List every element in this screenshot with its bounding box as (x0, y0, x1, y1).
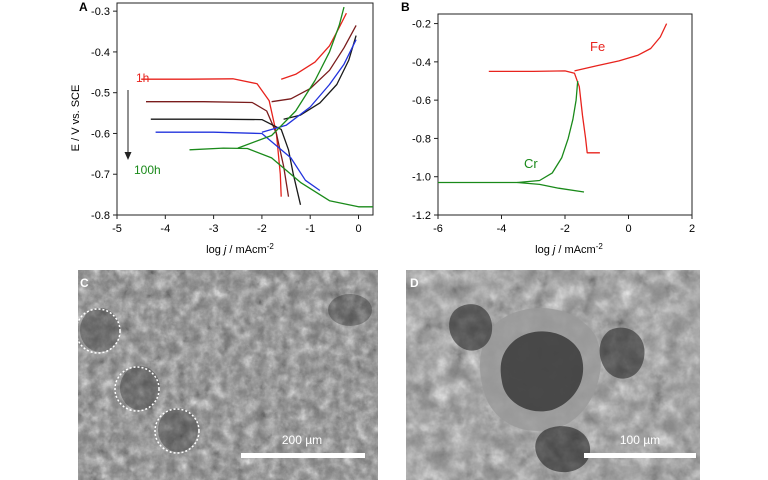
panel-a-series-line (283, 35, 357, 120)
pit-highlight-circle (75, 308, 121, 354)
panel-b-x-tick-label: 2 (689, 223, 695, 235)
panel-b-x-tick-label: -2 (560, 223, 570, 235)
panel-a-series-line (271, 25, 357, 103)
pit-highlight-circle (154, 408, 200, 454)
panel-a-y-tick-label: -0.5 (91, 88, 110, 100)
panel-b-series (438, 23, 668, 193)
panel-a-y-tick-label: -0.7 (91, 169, 110, 181)
panel-a-y-tick-label: -0.3 (91, 6, 110, 18)
panel-b-polarization-chart: -6 -4 -2 0 2 -0.2 -0.4 -0.6 -0.8 -1.0 -1.2 log j /… (412, 13, 695, 256)
panel-b-x-tick-label: -6 (433, 223, 443, 235)
panel-a-y-axis-label: E / V vs. SCE (70, 85, 82, 152)
pit-shadow (80, 308, 120, 352)
panel-a-x-tick-label: -5 (112, 223, 122, 235)
panel-a-y-tick-label: -0.4 (91, 47, 110, 59)
scale-label-d: 100 µm (620, 433, 660, 447)
panel-c-sem-micrograph: C 200 µm (75, 270, 378, 480)
panel-b-y-tick-label: -0.4 (412, 57, 431, 69)
scale-bar-d (584, 453, 696, 458)
panel-a-series-line (155, 131, 321, 192)
series-label-cr: Cr (524, 156, 538, 171)
panel-a-x-axis-label: log j / mAcm-2 (206, 242, 274, 256)
panel-a-plot-frame (116, 2, 374, 216)
panel-a-polarization-chart: -5 -4 -3 -2 -1 0 -0.3 -0.4 -0.5 -0.6 -0.7 -0.8 log … (70, 2, 374, 256)
panel-b-y-tick-label: -0.2 (412, 19, 431, 31)
panel-label-b: B (401, 0, 410, 14)
panel-a-series-line (146, 101, 290, 197)
panel-a-ticks: -5 -4 -3 -2 -1 0 -0.3 -0.4 -0.5 -0.6 -0.7 -0.8 (91, 6, 362, 235)
panel-a-x-tick-label: 0 (355, 223, 361, 235)
annotation-100h: 100h (134, 163, 161, 177)
pit-shadow (158, 408, 198, 452)
panel-a-y-tick-label: -0.6 (91, 128, 110, 140)
panel-b-ticks: -6 -4 -2 0 2 -0.2 -0.4 -0.6 -0.8 -1.0 -1.2 (412, 19, 695, 235)
panel-a-series-line (237, 6, 345, 149)
pit-cavity (599, 327, 645, 379)
scale-label-c: 200 µm (282, 433, 322, 447)
time-arrow-head (124, 152, 132, 160)
panel-b-series-line (517, 80, 579, 184)
panel-b-x-tick-label: 0 (625, 223, 631, 235)
panel-label-c: C (80, 276, 89, 290)
panel-label-d: D (410, 276, 419, 290)
panel-b-series-line (574, 23, 668, 72)
panel-b-x-tick-label: -4 (497, 223, 507, 235)
panel-d-sem-micrograph: D 100 µm (406, 270, 700, 480)
panel-a-series-line (280, 12, 347, 80)
panel-b-y-tick-label: -1.0 (412, 172, 431, 184)
scale-bar-c (241, 453, 365, 458)
pit-cavity (535, 426, 591, 473)
pit-shadow (328, 294, 372, 326)
panel-a-x-tick-label: -4 (160, 223, 170, 235)
panel-b-y-tick-label: -0.8 (412, 133, 431, 145)
panel-b-series-line (438, 181, 585, 193)
panel-a-series-line (150, 118, 302, 205)
panel-a-series (141, 6, 373, 208)
panel-a-y-tick-label: -0.8 (91, 210, 110, 222)
panel-b-y-tick-label: -0.6 (412, 95, 431, 107)
annotation-1h: 1h (136, 71, 149, 85)
series-label-fe: Fe (590, 39, 605, 54)
panel-b-series-line (488, 70, 600, 154)
panel-a-series-line (189, 147, 373, 208)
pit-cavity-interior (500, 331, 584, 412)
panel-a-x-tick-label: -2 (257, 223, 267, 235)
panel-b-y-tick-label: -1.2 (412, 210, 431, 222)
panel-a-x-tick-label: -3 (209, 223, 219, 235)
panel-a-series-line (141, 78, 282, 197)
pit-shadow (120, 366, 160, 410)
panel-a-series-line (261, 39, 357, 133)
pit-highlight-circle (114, 366, 160, 412)
panel-label-a: A (79, 0, 88, 14)
panel-b-x-axis-label: log j / mAcm-2 (535, 242, 603, 256)
panel-a-x-tick-label: -1 (305, 223, 315, 235)
pit-cavity (449, 304, 493, 351)
